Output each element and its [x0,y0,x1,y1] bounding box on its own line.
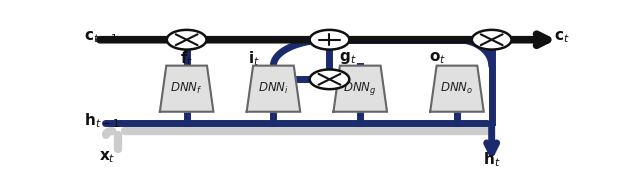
Ellipse shape [310,30,349,50]
Text: DNN$_o$: DNN$_o$ [440,81,474,96]
Ellipse shape [472,30,511,50]
Text: $\mathbf{h}_{t-1}$: $\mathbf{h}_{t-1}$ [84,112,120,130]
Text: $\mathbf{i}_t$: $\mathbf{i}_t$ [248,49,260,68]
Ellipse shape [167,30,207,50]
Polygon shape [430,66,484,112]
Text: DNN$_i$: DNN$_i$ [258,81,289,96]
Text: $\mathbf{g}_t$: $\mathbf{g}_t$ [339,50,356,66]
Text: $\mathbf{c}_t$: $\mathbf{c}_t$ [554,29,570,45]
Text: DNN$_f$: DNN$_f$ [170,81,203,96]
Text: $\mathbf{f}_t$: $\mathbf{f}_t$ [180,49,193,68]
Text: DNN$_g$: DNN$_g$ [344,80,377,97]
Text: $\mathbf{h}_t$: $\mathbf{h}_t$ [483,150,500,169]
Text: $\mathbf{o}_t$: $\mathbf{o}_t$ [429,51,445,66]
Ellipse shape [310,69,349,89]
Text: $\mathbf{x}_t$: $\mathbf{x}_t$ [99,149,115,165]
Polygon shape [160,66,213,112]
Polygon shape [333,66,387,112]
Text: $\mathbf{c}_{t-1}$: $\mathbf{c}_{t-1}$ [84,29,118,45]
Polygon shape [246,66,300,112]
